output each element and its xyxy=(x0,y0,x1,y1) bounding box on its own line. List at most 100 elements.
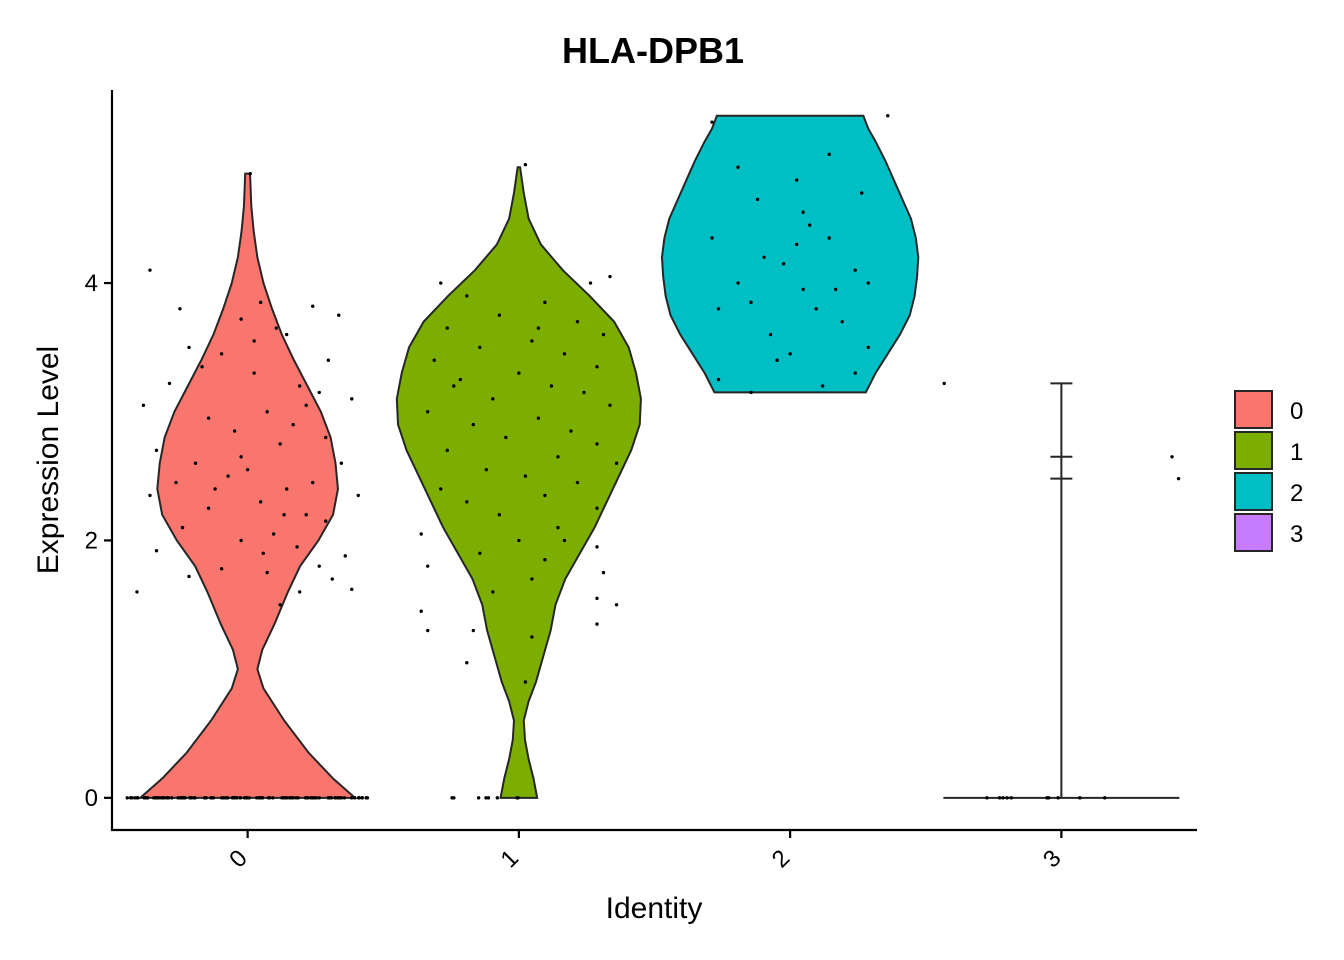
data-point xyxy=(497,313,502,317)
data-point xyxy=(595,364,599,369)
data-point xyxy=(755,197,760,202)
data-point xyxy=(471,628,476,633)
data-point-zero xyxy=(311,796,315,800)
data-point xyxy=(248,171,252,176)
data-point xyxy=(439,487,443,491)
data-point-zero xyxy=(244,796,249,800)
data-point-zero xyxy=(219,796,224,800)
data-point xyxy=(271,532,276,536)
data-point-zero xyxy=(997,796,1002,800)
data-point xyxy=(311,480,315,485)
data-point xyxy=(543,493,547,498)
data-point xyxy=(562,538,567,543)
data-point-zero xyxy=(254,796,259,800)
data-point xyxy=(261,551,265,556)
data-point xyxy=(232,429,237,433)
data-point-zero xyxy=(353,796,357,800)
data-point xyxy=(595,622,599,626)
data-point xyxy=(582,390,586,395)
data-point xyxy=(317,390,321,395)
data-point xyxy=(284,487,289,491)
data-point xyxy=(239,538,243,543)
data-point xyxy=(339,461,344,465)
data-point xyxy=(304,403,308,408)
data-point xyxy=(439,281,443,285)
data-point xyxy=(304,512,308,517)
data-point-zero xyxy=(326,796,331,800)
data-point xyxy=(445,448,449,453)
data-point-zero xyxy=(357,796,361,800)
legend-label-3: 3 xyxy=(1290,521,1303,548)
data-point-zero xyxy=(452,796,456,800)
data-point-zero xyxy=(271,796,275,800)
data-point-zero xyxy=(306,796,310,800)
data-point xyxy=(736,281,740,285)
data-point-zero xyxy=(202,796,207,800)
data-point xyxy=(595,442,599,446)
data-point-zero xyxy=(188,796,192,800)
data-point xyxy=(716,307,721,311)
data-point xyxy=(252,371,256,375)
data-point xyxy=(575,319,580,324)
data-point xyxy=(820,384,825,388)
data-point xyxy=(781,262,786,266)
data-point-zero xyxy=(360,796,364,800)
data-point xyxy=(298,590,302,594)
data-point-zero xyxy=(342,796,347,800)
data-point xyxy=(886,114,890,118)
data-point xyxy=(282,512,286,517)
data-point xyxy=(193,461,198,465)
violin-0 xyxy=(137,172,358,799)
data-point xyxy=(827,236,831,240)
data-point xyxy=(295,545,299,549)
data-point xyxy=(154,448,159,453)
data-point-zero xyxy=(211,796,216,800)
data-point-zero xyxy=(132,796,137,800)
data-point xyxy=(530,577,534,581)
data-point xyxy=(213,487,217,491)
data-point xyxy=(716,377,721,382)
data-point xyxy=(317,564,321,568)
data-point-zero xyxy=(317,796,321,800)
data-point-zero xyxy=(1078,796,1082,800)
data-point-zero xyxy=(985,796,989,800)
data-point xyxy=(265,410,269,414)
violin-1 xyxy=(395,166,642,799)
data-point-zero xyxy=(143,796,148,800)
data-point xyxy=(601,332,606,337)
data-point-zero xyxy=(128,796,133,800)
legend-swatch-1 xyxy=(1234,431,1273,470)
data-point xyxy=(801,287,805,292)
data-point xyxy=(337,313,341,317)
violin-2 xyxy=(660,114,920,394)
data-point-zero xyxy=(350,796,354,800)
data-point xyxy=(556,525,560,530)
data-point xyxy=(575,480,580,485)
data-point xyxy=(445,326,449,330)
data-point xyxy=(794,178,799,182)
data-point-zero xyxy=(339,796,344,800)
data-point xyxy=(595,596,599,601)
data-point xyxy=(471,422,476,427)
data-point-zero xyxy=(1103,796,1107,800)
data-point xyxy=(478,345,482,350)
data-point xyxy=(298,384,302,388)
data-point-zero xyxy=(125,796,129,800)
data-point xyxy=(465,660,469,665)
data-point xyxy=(187,574,191,579)
data-point xyxy=(814,307,818,311)
data-point xyxy=(497,512,502,517)
data-point xyxy=(601,570,606,575)
data-point xyxy=(491,397,495,401)
data-point xyxy=(484,467,489,472)
data-point xyxy=(543,558,547,562)
data-point-zero xyxy=(336,796,340,800)
data-point xyxy=(465,294,469,298)
data-point-zero xyxy=(159,796,163,800)
data-point-zero xyxy=(291,796,295,800)
legend-swatch-0 xyxy=(1234,390,1273,429)
data-point xyxy=(239,455,243,459)
data-point xyxy=(258,300,263,305)
data-point-zero xyxy=(285,796,289,800)
